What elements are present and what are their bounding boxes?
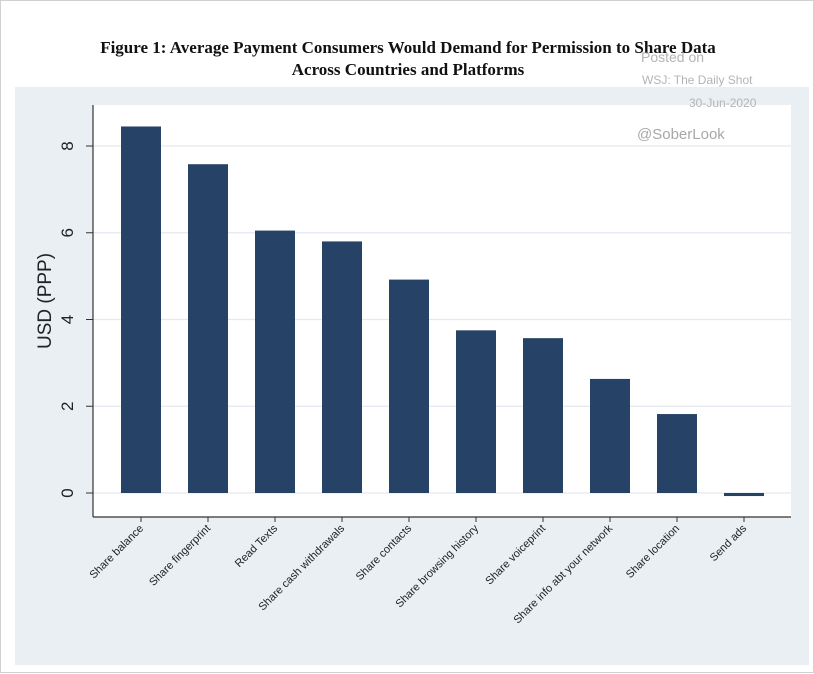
chart-title-line-1: Figure 1: Average Payment Consumers Woul… (100, 38, 716, 57)
bar-5 (456, 330, 496, 493)
bar-9 (724, 493, 764, 497)
y-tick-label-4: 4 (58, 315, 77, 324)
y-tick-label-8: 8 (58, 141, 77, 150)
bar-6 (523, 338, 563, 493)
x-tick-label-0: Share balance (87, 523, 146, 582)
x-tick-label-1: Share fingerprint (147, 523, 213, 589)
watermark-date: 30-Jun-2020 (689, 96, 757, 110)
y-axis-label: USD (PPP) (35, 253, 56, 349)
chart-title: Figure 1: Average Payment Consumers Woul… (1, 37, 814, 81)
bar-3 (322, 241, 362, 493)
bar-1 (188, 164, 228, 493)
bar-0 (121, 126, 161, 493)
bar-2 (255, 230, 295, 494)
watermark-posted-on: Posted on (641, 49, 705, 65)
y-tick-label-2: 2 (58, 402, 77, 411)
bar-8 (657, 414, 697, 493)
watermark-handle: @SoberLook (637, 126, 725, 143)
x-tick-label-2: Read Texts (233, 522, 281, 570)
bar-4 (389, 279, 429, 493)
chart-title-line-2: Across Countries and Platforms (291, 60, 525, 79)
x-tick-label-8: Share location (624, 523, 682, 581)
watermark-source: WSJ: The Daily Shot (642, 73, 753, 87)
y-tick-label-0: 0 (58, 488, 77, 497)
x-tick-label-4: Share contacts (354, 522, 415, 583)
x-tick-label-9: Send ads (708, 522, 750, 564)
x-tick-label-6: Share voiceprint (483, 523, 548, 588)
bar-7 (590, 378, 630, 493)
y-tick-label-6: 6 (58, 228, 77, 237)
